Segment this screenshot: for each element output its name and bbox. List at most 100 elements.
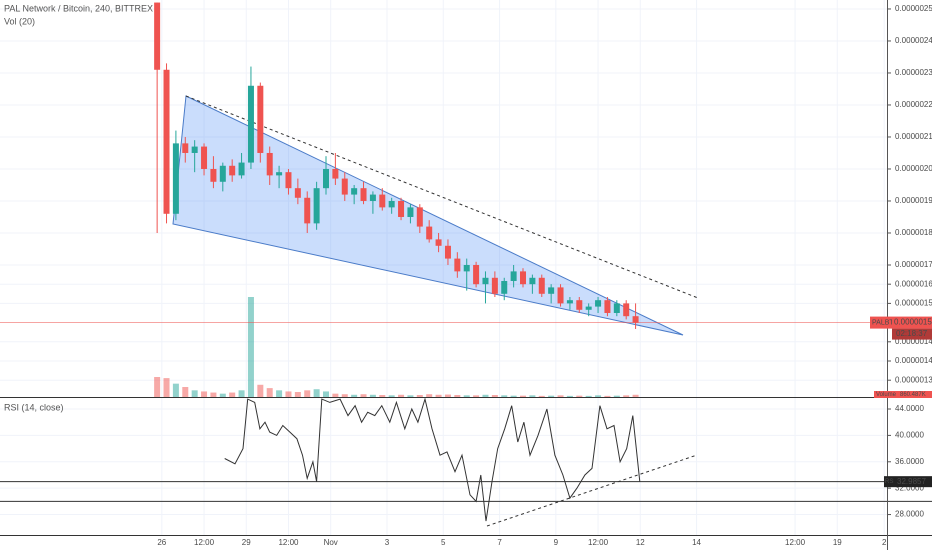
volume-bar bbox=[454, 395, 461, 397]
candle-body bbox=[304, 197, 311, 224]
volume-bar bbox=[510, 395, 517, 397]
price-label: 0.00000152 bbox=[894, 318, 932, 327]
candle-body bbox=[322, 168, 329, 189]
y-tick-label: 28.0000 bbox=[895, 510, 924, 519]
volume-bar bbox=[257, 384, 264, 397]
volume-bar bbox=[529, 395, 536, 397]
x-tick-label: Nov bbox=[324, 538, 338, 547]
x-tick-label: 12:00 bbox=[194, 538, 215, 547]
volume-bar bbox=[566, 395, 573, 397]
y-tick-label: 0.00000134 bbox=[895, 375, 932, 384]
x-tick-label: 2 bbox=[882, 538, 887, 547]
candle-body bbox=[369, 194, 376, 201]
volume-bar bbox=[313, 389, 320, 397]
volume-tag-label: 860.487K bbox=[900, 392, 926, 398]
rsi-tag bbox=[884, 476, 894, 488]
candle-body bbox=[416, 207, 423, 227]
volume-bar bbox=[585, 395, 592, 397]
volume-bar bbox=[595, 395, 602, 397]
volume-bar bbox=[463, 395, 470, 397]
candle-body bbox=[154, 2, 161, 70]
volume-bar bbox=[238, 390, 245, 397]
countdown-tag bbox=[892, 328, 932, 340]
y-tick-label: 0.00000164 bbox=[895, 279, 932, 288]
volume-bar bbox=[154, 377, 161, 397]
candle-body bbox=[435, 239, 442, 246]
candle-body bbox=[266, 152, 273, 176]
countdown-label: 02:18:37 bbox=[896, 329, 928, 338]
volume-bar bbox=[398, 394, 405, 397]
candle-body bbox=[201, 146, 208, 169]
candle-body bbox=[238, 162, 245, 176]
y-tick-label: 0.00000158 bbox=[895, 298, 932, 307]
candle-body bbox=[219, 165, 226, 182]
x-tick-label: 7 bbox=[497, 538, 502, 547]
volume-bar bbox=[632, 394, 639, 397]
rsi-value-label: 32.9857 bbox=[897, 477, 926, 486]
volume-bar bbox=[369, 394, 376, 397]
x-tick-label: 14 bbox=[692, 538, 701, 547]
candle-body bbox=[332, 168, 339, 179]
candle-body bbox=[444, 245, 451, 259]
y-tick-label: 36.0000 bbox=[895, 457, 924, 466]
volume-bar bbox=[557, 395, 564, 397]
candle-body bbox=[191, 146, 198, 153]
rsi-value-tag bbox=[894, 476, 932, 488]
volume-tag bbox=[874, 391, 932, 398]
candle-body bbox=[285, 172, 292, 189]
x-tick-label: 5 bbox=[441, 538, 446, 547]
volume-bar bbox=[304, 390, 311, 397]
rsi-layer bbox=[0, 397, 932, 522]
symbol-tag bbox=[870, 316, 892, 329]
symbol-label: PALBTC bbox=[872, 319, 899, 326]
x-tick-label: 19 bbox=[833, 538, 842, 547]
volume-bar bbox=[360, 394, 367, 397]
candle-body bbox=[501, 280, 508, 294]
volume-title: Vol (20) bbox=[4, 16, 35, 26]
candle-body bbox=[313, 188, 320, 224]
x-tick-label: 26 bbox=[157, 538, 166, 547]
volume-bar bbox=[444, 394, 451, 397]
candle-body bbox=[529, 277, 536, 285]
candle-body bbox=[566, 300, 573, 304]
volume-bar bbox=[351, 394, 358, 397]
volume-bar bbox=[435, 394, 442, 397]
volume-bar bbox=[266, 388, 273, 397]
candle-body bbox=[229, 165, 236, 176]
candle-body bbox=[379, 194, 386, 208]
candle-body bbox=[623, 303, 630, 317]
candle-body bbox=[163, 69, 170, 214]
candle-body bbox=[613, 303, 620, 313]
volume-bar bbox=[407, 395, 414, 397]
candle-body bbox=[473, 264, 480, 285]
volume-bar bbox=[182, 387, 189, 397]
candle-body bbox=[491, 277, 498, 294]
candle-body bbox=[576, 300, 583, 310]
candle-body bbox=[351, 188, 358, 195]
candle-body bbox=[276, 172, 283, 176]
candle-body bbox=[510, 271, 517, 281]
volume-bar bbox=[604, 395, 611, 397]
volume-bar bbox=[538, 395, 545, 397]
volume-bar bbox=[294, 392, 301, 397]
price-tag bbox=[892, 316, 932, 329]
candle-body bbox=[388, 200, 395, 208]
volume-bar bbox=[210, 392, 217, 397]
volume-bar bbox=[482, 394, 489, 397]
volume-bar bbox=[426, 394, 433, 397]
volume-bar bbox=[576, 395, 583, 397]
volume-bar bbox=[219, 393, 226, 397]
x-tick-label: 12:00 bbox=[785, 538, 806, 547]
falling-wedge bbox=[172, 95, 684, 336]
y-tick-label: 32.0000 bbox=[895, 483, 924, 492]
x-tick-label: 12:00 bbox=[588, 538, 609, 547]
